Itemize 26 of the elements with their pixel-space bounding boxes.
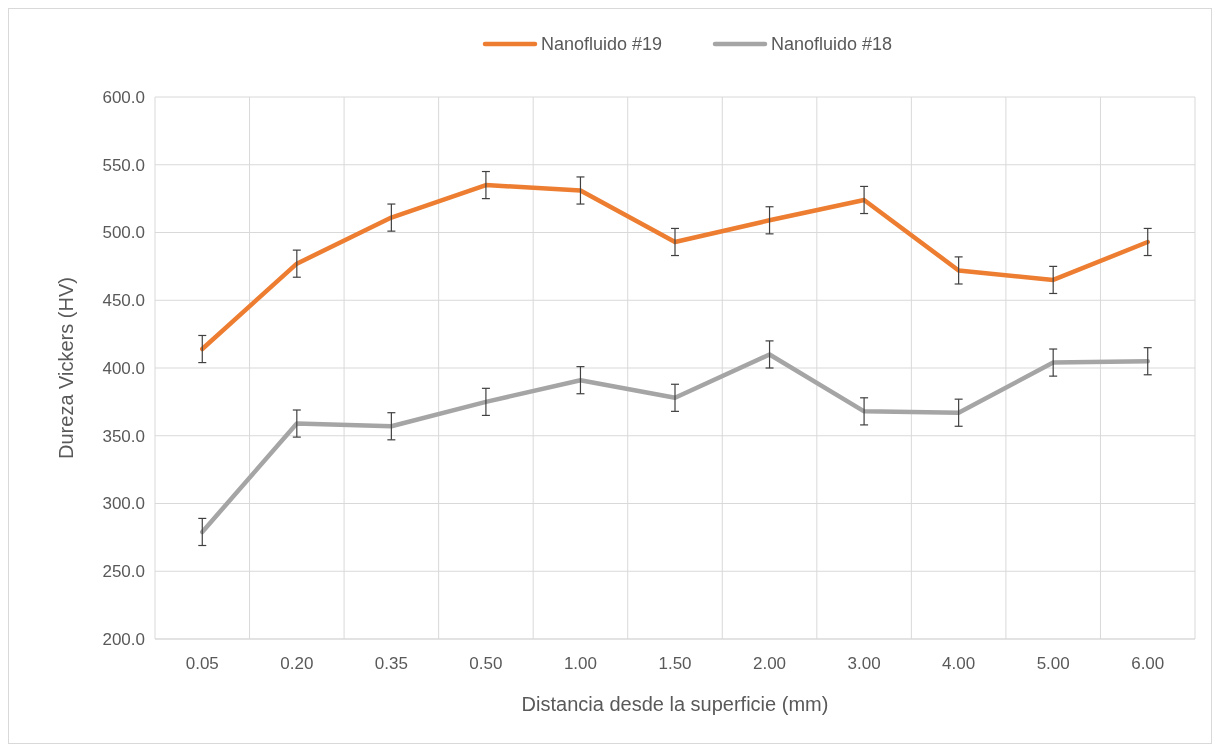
x-tick-label: 1.00 <box>563 654 597 673</box>
legend-label: Nanofluido #19 <box>541 34 663 55</box>
y-tick-label: 450.0 <box>102 291 145 311</box>
x-tick-label: 1.50 <box>658 654 692 673</box>
y-tick-label: 200.0 <box>102 629 145 649</box>
y-tick-label: 500.0 <box>102 223 145 243</box>
y-tick-label: 400.0 <box>102 358 145 378</box>
x-tick-label: 0.05 <box>185 654 219 673</box>
y-tick-label: 600.0 <box>102 87 145 107</box>
x-tick-label: 5.00 <box>1036 654 1070 673</box>
x-tick-label: 0.50 <box>469 654 503 673</box>
x-tick-label: 3.00 <box>847 654 881 673</box>
x-axis-title: Distancia desde la superficie (mm) <box>521 693 829 715</box>
y-tick-label: 300.0 <box>102 494 145 514</box>
y-tick-label: 550.0 <box>102 155 145 175</box>
x-tick-label: 0.20 <box>280 654 314 673</box>
y-tick-label: 350.0 <box>102 426 145 446</box>
legend-label: Nanofluido #18 <box>771 34 893 55</box>
x-tick-label: 4.00 <box>942 654 976 673</box>
line-series <box>200 182 1150 352</box>
y-axis-title: Dureza Vickers (HV) <box>55 277 77 459</box>
x-tick-label: 2.00 <box>753 654 787 673</box>
line-series <box>200 352 1150 535</box>
y-tick-label: 250.0 <box>102 562 145 582</box>
x-tick-label: 6.00 <box>1131 654 1165 673</box>
x-tick-label: 0.35 <box>374 654 408 673</box>
